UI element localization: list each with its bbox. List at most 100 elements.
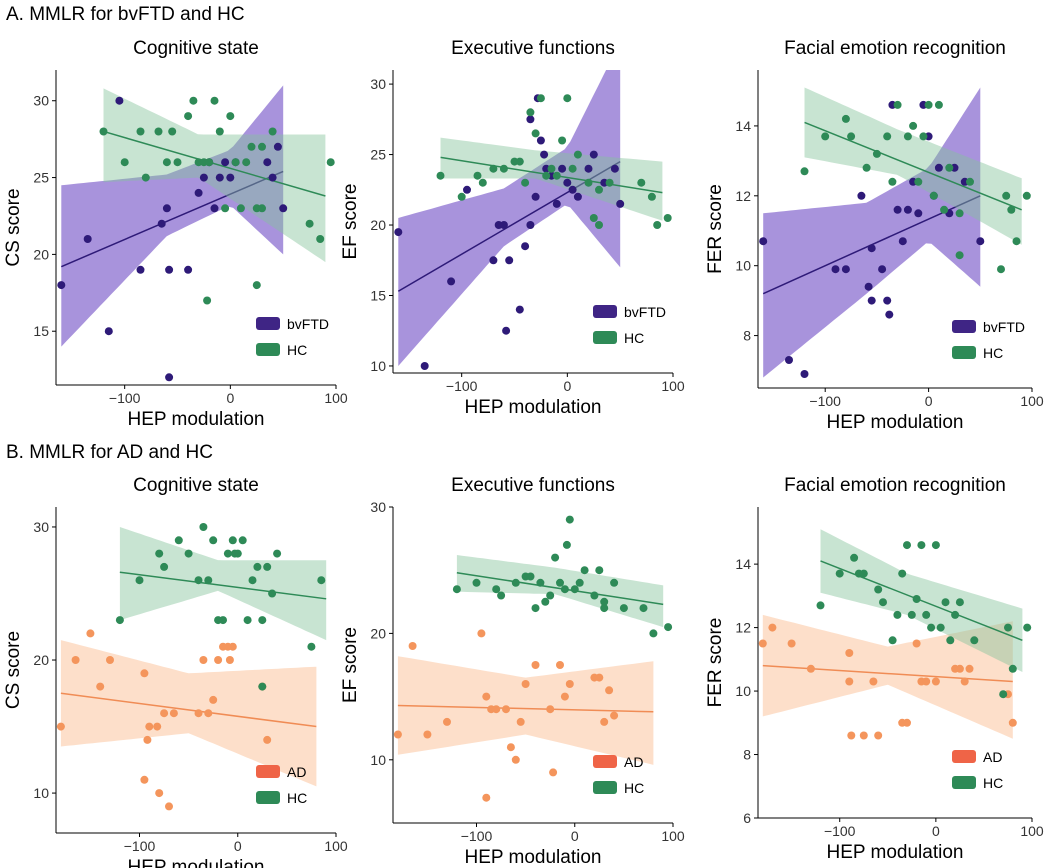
hc-point bbox=[653, 221, 662, 229]
hc-point bbox=[531, 604, 540, 613]
y-tick-label: 10 bbox=[735, 258, 751, 274]
hc-point bbox=[600, 597, 609, 606]
bvftd-point bbox=[194, 188, 203, 197]
legend-swatch-bvftd bbox=[593, 305, 617, 318]
hc-point bbox=[223, 549, 232, 558]
bvftd-point bbox=[268, 173, 277, 182]
hc-point bbox=[236, 204, 245, 213]
hc-point bbox=[1007, 205, 1016, 214]
bvftd-point bbox=[552, 199, 561, 208]
hc-point bbox=[184, 549, 193, 558]
ad-point bbox=[758, 639, 767, 648]
hc-confidence-band bbox=[119, 527, 327, 641]
legend-swatch-bvftd bbox=[256, 317, 280, 330]
hc-point bbox=[199, 523, 208, 531]
ad-point bbox=[847, 731, 856, 740]
y-tick-label: 30 bbox=[370, 499, 386, 515]
x-tick-label: 0 bbox=[932, 823, 940, 839]
hc-point bbox=[552, 171, 561, 180]
ad-point bbox=[165, 802, 173, 811]
bvftd-point bbox=[526, 221, 535, 229]
hc-point bbox=[238, 536, 247, 545]
ad-point bbox=[955, 664, 964, 673]
ad-point bbox=[214, 656, 223, 664]
bvftd-point bbox=[115, 96, 124, 105]
hc-point bbox=[590, 591, 599, 600]
hc-point bbox=[595, 221, 603, 229]
ad-point bbox=[605, 686, 614, 695]
hc-point bbox=[605, 178, 614, 187]
hc-point bbox=[909, 121, 918, 130]
bvftd-point bbox=[759, 237, 768, 246]
hc-point bbox=[556, 578, 564, 587]
ad-point bbox=[482, 692, 491, 701]
bvftd-confidence-band bbox=[398, 70, 621, 366]
ad-point bbox=[595, 673, 604, 682]
bvftd-point bbox=[903, 205, 912, 214]
x-tick-label: 0 bbox=[234, 838, 242, 854]
hc-point bbox=[558, 136, 567, 145]
bvftd-point bbox=[893, 205, 902, 214]
hc-point bbox=[862, 163, 871, 172]
x-tick-label: 100 bbox=[324, 390, 348, 406]
ad-point bbox=[787, 639, 796, 648]
ad-point bbox=[482, 793, 491, 802]
hc-point bbox=[141, 173, 150, 182]
bvftd-point bbox=[463, 185, 471, 194]
hc-point bbox=[800, 167, 809, 176]
y-axis-label: CS score bbox=[3, 188, 24, 266]
hc-point bbox=[248, 576, 257, 585]
hc-point bbox=[515, 157, 524, 166]
hc-point bbox=[263, 562, 272, 571]
hc-point bbox=[160, 562, 169, 571]
hc-point bbox=[970, 636, 979, 645]
y-tick-label: 30 bbox=[33, 93, 49, 109]
hc-point bbox=[184, 112, 193, 121]
hc-point bbox=[258, 616, 267, 625]
legend-label-bvftd: bvFTD bbox=[983, 319, 1025, 335]
hc-point bbox=[924, 100, 933, 109]
hc-point bbox=[945, 163, 954, 172]
hc-point bbox=[647, 192, 656, 201]
hc-point bbox=[951, 610, 960, 619]
hc-point bbox=[273, 549, 282, 558]
ad-point bbox=[516, 717, 525, 726]
hc-point bbox=[929, 191, 938, 200]
chart-1: Cognitive state 15 20 25 30 −100 0 100 HEP modul… bbox=[3, 38, 348, 430]
bvftd-regression-line bbox=[397, 160, 621, 292]
ad-confidence-band bbox=[397, 656, 654, 765]
hc-point bbox=[821, 132, 830, 141]
chart-title: Executive functions bbox=[451, 475, 615, 496]
bvftd-point bbox=[867, 244, 876, 253]
x-tick-label: −100 bbox=[446, 378, 478, 394]
y-tick-label: 20 bbox=[370, 625, 386, 641]
hc-point bbox=[243, 616, 252, 625]
ad-point bbox=[143, 735, 152, 744]
legend-label-bvftd: bvFTD bbox=[287, 316, 329, 332]
hc-point bbox=[997, 265, 1005, 274]
ad-point bbox=[960, 677, 969, 686]
chart-6: Facial emotion recognition 6 8 10 12 14 −100 0 1… bbox=[705, 475, 1044, 863]
bvftd-point bbox=[263, 158, 272, 167]
y-tick-label: 14 bbox=[735, 118, 751, 134]
bvftd-point bbox=[864, 282, 873, 291]
ad-point bbox=[86, 629, 95, 638]
hc-point bbox=[228, 536, 237, 545]
hc-point bbox=[936, 623, 945, 632]
bvftd-point bbox=[57, 281, 66, 290]
bvftd-point bbox=[499, 221, 508, 229]
y-tick-label: 20 bbox=[370, 217, 386, 233]
hc-regression-line bbox=[820, 560, 1023, 641]
ad-point bbox=[869, 677, 878, 686]
hc-point bbox=[903, 541, 911, 550]
x-tick-label: 100 bbox=[661, 828, 685, 844]
bvftd-confidence-band bbox=[61, 85, 284, 347]
hc-point bbox=[253, 562, 262, 571]
chart-title: Facial emotion recognition bbox=[784, 38, 1006, 59]
legend-swatch-hc bbox=[952, 776, 976, 789]
hc-point bbox=[155, 549, 164, 558]
y-tick-label: 30 bbox=[370, 76, 386, 92]
bvftd-point bbox=[934, 163, 943, 172]
ad-point bbox=[965, 664, 974, 673]
hc-point bbox=[835, 569, 844, 578]
